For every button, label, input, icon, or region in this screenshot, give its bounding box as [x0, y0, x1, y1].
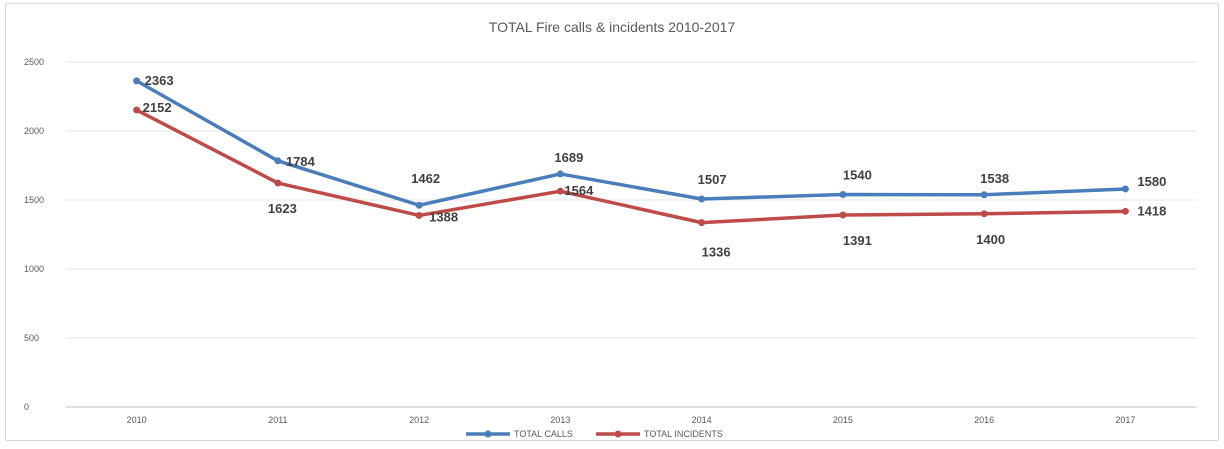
data-label: 1564 [564, 183, 594, 198]
data-label: 1784 [286, 154, 316, 169]
data-label: 1689 [554, 150, 583, 165]
y-tick-label: 0 [24, 402, 29, 412]
x-tick-label: 2016 [974, 415, 994, 425]
data-label: 2363 [145, 73, 174, 88]
series-line [134, 108, 1128, 225]
y-tick-label: 2500 [24, 57, 44, 67]
data-point [980, 210, 988, 218]
legend-label: TOTAL INCIDENTS [644, 429, 723, 439]
data-point [274, 157, 282, 165]
x-tick-label: 2017 [1115, 415, 1135, 425]
x-tick-label: 2010 [127, 415, 147, 425]
data-point [698, 195, 706, 203]
y-tick-label: 1000 [24, 264, 44, 274]
x-tick-label: 2015 [833, 415, 853, 425]
data-label: 1580 [1137, 174, 1166, 189]
data-label: 1507 [698, 172, 727, 187]
y-tick-label: 500 [24, 333, 39, 343]
data-point [1121, 185, 1129, 193]
data-point [556, 187, 564, 195]
chart-title: TOTAL Fire calls & incidents 2010-2017 [488, 19, 736, 35]
data-point [698, 219, 706, 227]
data-label: 1418 [1137, 203, 1166, 218]
data-point [556, 170, 564, 178]
data-point [133, 106, 141, 114]
data-point [839, 211, 847, 219]
x-tick-label: 2011 [268, 415, 287, 425]
line-chart: 0 500 1000 1500 2000 2500 2010 2011 2012 2013 2014… [24, 57, 1196, 439]
data-label: 1400 [976, 232, 1005, 247]
x-tick-label: 2014 [692, 415, 712, 425]
data-point [839, 190, 847, 198]
legend-marker [484, 430, 492, 438]
data-label: 1388 [429, 209, 458, 224]
chart-container: TOTAL Fire calls & incidents 2010-2017 0… [5, 3, 1219, 441]
y-tick-label: 1500 [24, 195, 44, 205]
data-point [1121, 207, 1129, 215]
x-tick-label: 2013 [550, 415, 570, 425]
data-label: 2152 [143, 100, 172, 115]
data-label: 1462 [411, 171, 440, 186]
data-point [274, 179, 282, 187]
data-label: 1540 [843, 167, 872, 182]
data-point [415, 201, 423, 209]
data-label: 1623 [268, 201, 297, 216]
data-point [133, 77, 141, 85]
series-line [134, 79, 1128, 207]
data-label: 1538 [980, 171, 1009, 186]
data-point [415, 211, 423, 219]
legend-label: TOTAL CALLS [514, 429, 573, 439]
data-point [980, 191, 988, 199]
data-label: 1336 [702, 245, 731, 260]
x-tick-label: 2012 [409, 415, 429, 425]
legend-marker [614, 430, 622, 438]
y-tick-label: 2000 [24, 126, 44, 136]
data-label: 1391 [843, 233, 872, 248]
